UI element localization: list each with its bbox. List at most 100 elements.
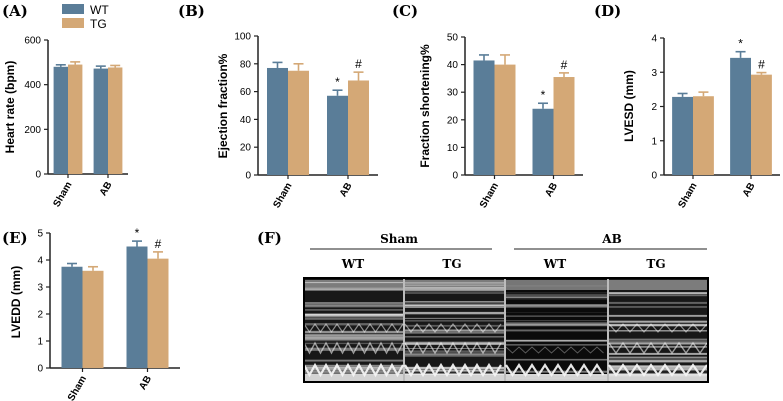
echo-band [405, 353, 504, 355]
legend-label-wt: WT [90, 3, 109, 17]
echo-wall-trace [404, 362, 502, 378]
panel-e-bar-tg [147, 258, 169, 368]
echo-top-strip [405, 280, 504, 290]
panel-b-bar-tg [348, 80, 369, 175]
panel-b-y-tick-label: 100 [234, 32, 251, 43]
panel-a-y-tick-label: 200 [24, 125, 41, 136]
panel-d-bar-tg [751, 74, 772, 175]
panel-d-ylabel: LVESD (mm) [622, 70, 636, 142]
echo-band [405, 329, 504, 332]
panel-c-x-tick-label: Sham [478, 181, 501, 210]
col-label-sham-wt: WT [341, 257, 364, 271]
echo-band [304, 309, 403, 311]
panel-a-y-tick-label: 0 [35, 170, 41, 181]
echo-band [304, 313, 403, 316]
echo-band [609, 343, 708, 345]
echo-band [405, 303, 504, 305]
echo-panel-bg [506, 278, 607, 382]
panel-e-y-tick-label: 5 [37, 229, 43, 240]
panel-label-a: (A) [2, 2, 28, 20]
panel-d-significance-mark: # [758, 58, 765, 72]
echo-band [506, 312, 607, 313]
panel-a-x-tick-label: Sham [51, 180, 74, 209]
echo-top-strip [506, 280, 607, 290]
panel-b-y-tick-label: 60 [240, 87, 252, 98]
legend-swatch-tg [62, 18, 84, 28]
echo-panel [404, 278, 504, 382]
panel-a-bar-wt [53, 66, 68, 174]
echo-band [304, 342, 403, 345]
echo-wall-trace [608, 341, 708, 355]
legend-label-tg: TG [90, 17, 107, 31]
echo-band [609, 356, 708, 359]
echo-band [609, 340, 708, 343]
col-label-ab-tg: TG [646, 257, 665, 271]
echo-band [506, 344, 607, 346]
echo-band [609, 338, 708, 341]
echo-bottom-strip [405, 374, 504, 382]
panel-d-y-tick-label: 4 [651, 34, 657, 45]
echo-band [405, 369, 504, 372]
echo-band [405, 317, 504, 319]
panel-f: (F) Sham AB WT TG WT TG [257, 229, 709, 383]
panel-a-y-tick-label: 600 [24, 36, 41, 47]
panel-b-y-tick-label: 80 [240, 59, 252, 70]
echo-bottom-strip [506, 374, 607, 382]
echo-wall-trace [303, 322, 404, 334]
panel-d: (D) LVESD (mm) 0 1 2 3 4 Sham AB * # [594, 2, 780, 210]
echo-band [506, 298, 607, 300]
echo-band [609, 359, 708, 362]
echo-band [609, 366, 708, 370]
echo-top-strip [304, 280, 403, 290]
panel-c-chart: 0 10 20 30 40 50 Sham AB * # [447, 33, 583, 210]
echo-band [405, 305, 504, 308]
echo-band [405, 372, 504, 374]
echo-band [506, 304, 607, 307]
echo-panel-bg [304, 278, 403, 382]
echo-band [506, 323, 607, 327]
panel-b-bar-wt [327, 95, 348, 175]
panel-e-chart: 0 1 2 3 4 5 Sham AB * # [37, 226, 180, 401]
echo-panel [303, 278, 404, 382]
legend-swatch-wt [62, 4, 84, 14]
echo-band [405, 342, 504, 345]
echo-band [405, 336, 504, 338]
panel-b-y-tick-label: 20 [240, 143, 252, 154]
echo-panel [505, 278, 607, 382]
panel-a-ylabel: Heart rate (bpm) [3, 61, 17, 154]
panel-e-y-tick-label: 4 [37, 256, 43, 267]
panel-a-x-tick-label: AB [98, 180, 115, 198]
echo-panel-bg [609, 278, 708, 382]
panel-e-y-tick-label: 1 [37, 337, 43, 348]
echo-band [506, 293, 607, 296]
panel-c-significance-mark: * [541, 88, 546, 102]
panel-c-y-tick-label: 30 [447, 88, 459, 99]
echo-band [405, 341, 504, 343]
panel-label-c: (C) [392, 2, 418, 20]
panel-d-y-tick-label: 2 [651, 102, 657, 113]
echo-band [304, 338, 403, 342]
echo-band [506, 329, 607, 332]
echo-band [405, 320, 504, 322]
panel-label-f: (F) [257, 229, 282, 247]
panel-c: (C) Fraction shortening% 0 10 20 30 40 50 Sham… [392, 2, 583, 210]
echo-band [609, 294, 708, 297]
echo-band [304, 313, 403, 316]
echo-band [609, 306, 708, 308]
echo-band [304, 364, 403, 367]
echo-band [405, 304, 504, 306]
col-label-ab-wt: WT [543, 257, 566, 271]
echo-band [304, 304, 403, 306]
panel-d-significance-mark: * [738, 37, 743, 51]
echo-band [609, 292, 708, 294]
panel-b-significance-mark: * [335, 75, 340, 89]
echo-band [506, 340, 607, 341]
echo-band [304, 315, 403, 318]
panel-e-y-tick-label: 3 [37, 283, 43, 294]
echo-wall-trace [505, 362, 605, 378]
echo-band [304, 350, 403, 351]
panel-label-d: (D) [594, 2, 621, 20]
legend: WT TG [62, 3, 109, 31]
echo-band [609, 365, 708, 368]
panel-e-significance-mark: # [155, 237, 162, 251]
